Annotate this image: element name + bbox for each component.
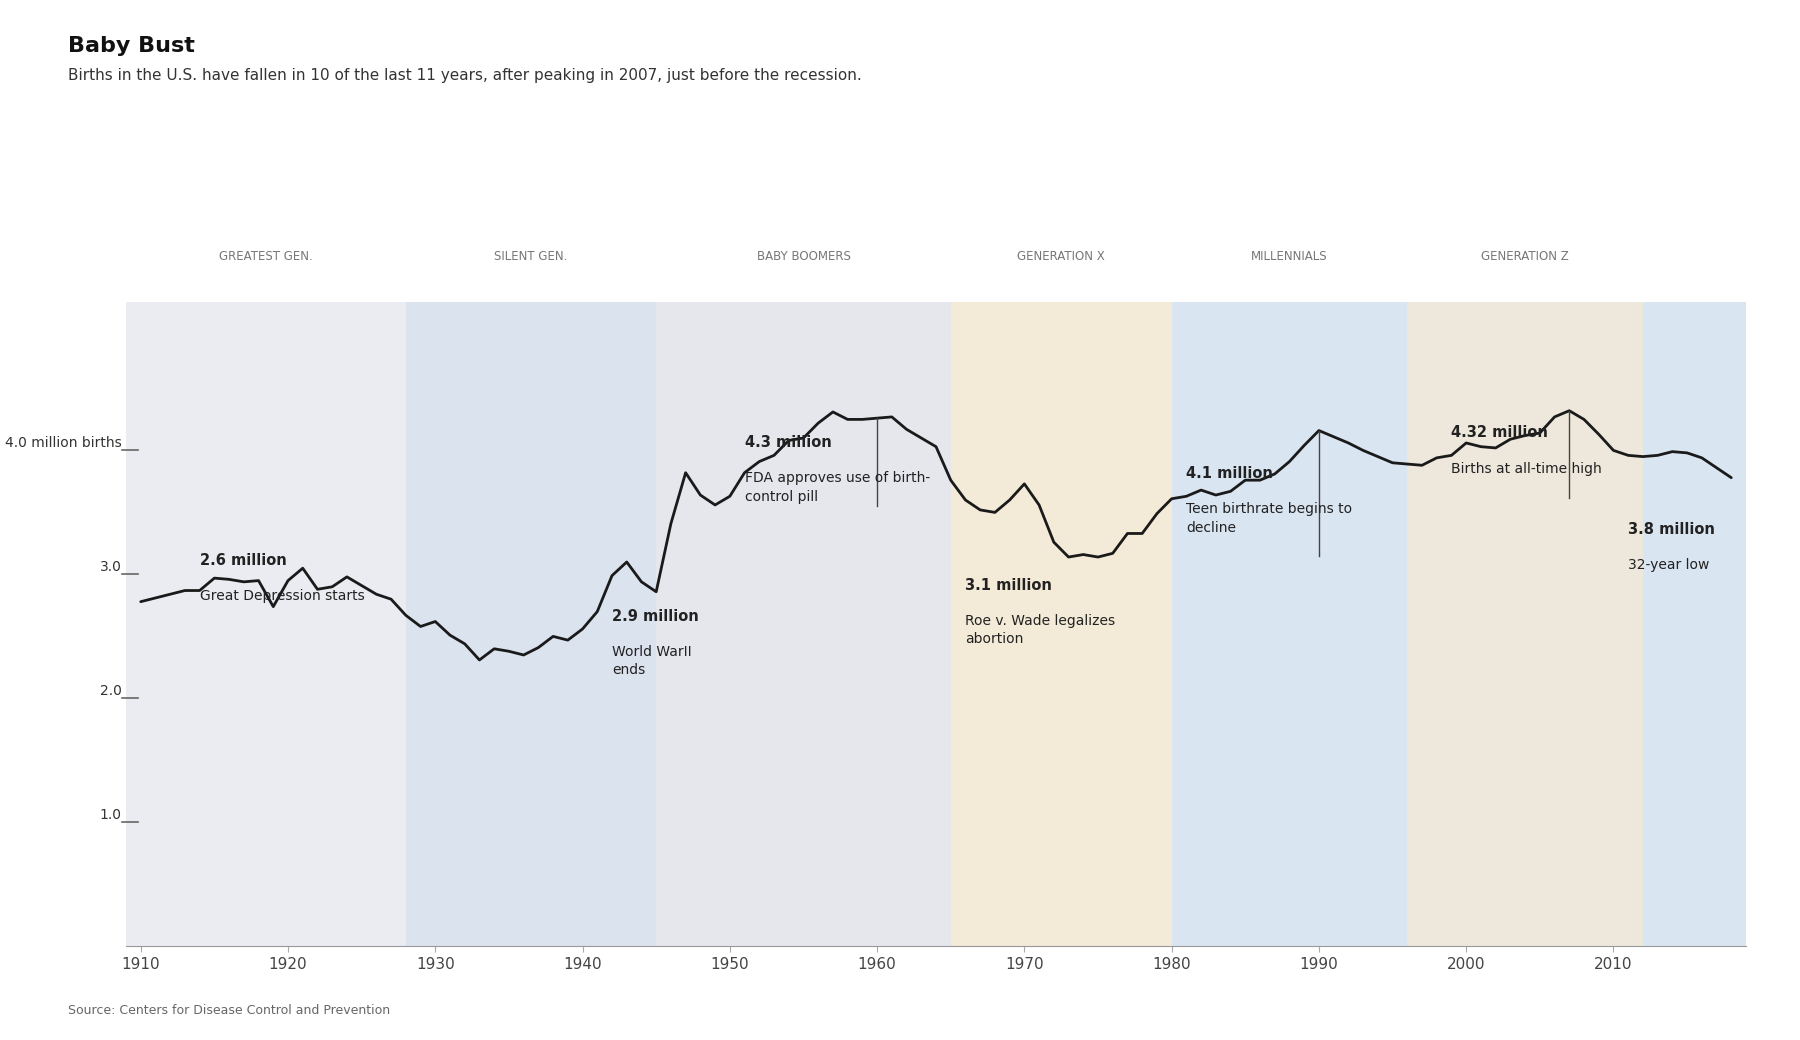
Text: 2.9 million: 2.9 million [612, 609, 698, 624]
Bar [405, 302, 657, 946]
Bar [126, 302, 405, 946]
Text: GENERATION X: GENERATION X [1017, 250, 1105, 263]
Text: 4.3 million: 4.3 million [745, 436, 832, 450]
Text: 4.0 million births: 4.0 million births [5, 437, 122, 450]
Text: MILLENNIALS: MILLENNIALS [1251, 250, 1328, 263]
Text: 2.6 million: 2.6 million [200, 553, 286, 568]
Bar [1172, 302, 1408, 946]
Text: 32-year low: 32-year low [1629, 558, 1710, 572]
Text: Source: Centers for Disease Control and Prevention: Source: Centers for Disease Control and … [68, 1005, 391, 1017]
Bar [657, 302, 950, 946]
Bar [950, 302, 1172, 946]
Text: 3.0: 3.0 [99, 561, 122, 574]
Text: SILENT GEN.: SILENT GEN. [495, 250, 567, 263]
Text: GREATEST GEN.: GREATEST GEN. [220, 250, 313, 263]
Text: 2.0: 2.0 [99, 684, 122, 699]
Text: Births at all-time high: Births at all-time high [1451, 462, 1602, 475]
Text: GENERATION Z: GENERATION Z [1481, 250, 1570, 263]
Text: Baby Bust: Baby Bust [68, 36, 194, 56]
Text: Teen birthrate begins to
decline: Teen birthrate begins to decline [1186, 502, 1352, 535]
Text: 3.1 million: 3.1 million [965, 578, 1053, 593]
Text: 4.32 million: 4.32 million [1451, 425, 1548, 441]
Text: 3.8 million: 3.8 million [1629, 522, 1715, 538]
Text: World WarII
ends: World WarII ends [612, 645, 691, 677]
Bar [1643, 302, 1746, 946]
Text: BABY BOOMERS: BABY BOOMERS [756, 250, 850, 263]
Text: 4.1 million: 4.1 million [1186, 466, 1273, 482]
Bar [1408, 302, 1643, 946]
Text: Births in the U.S. have fallen in 10 of the last 11 years, after peaking in 2007: Births in the U.S. have fallen in 10 of … [68, 68, 862, 82]
Text: 1.0: 1.0 [99, 808, 122, 823]
Text: Great Depression starts: Great Depression starts [200, 590, 364, 603]
Text: Roe v. Wade legalizes
abortion: Roe v. Wade legalizes abortion [965, 614, 1116, 647]
Text: FDA approves use of birth-
control pill: FDA approves use of birth- control pill [745, 471, 931, 503]
